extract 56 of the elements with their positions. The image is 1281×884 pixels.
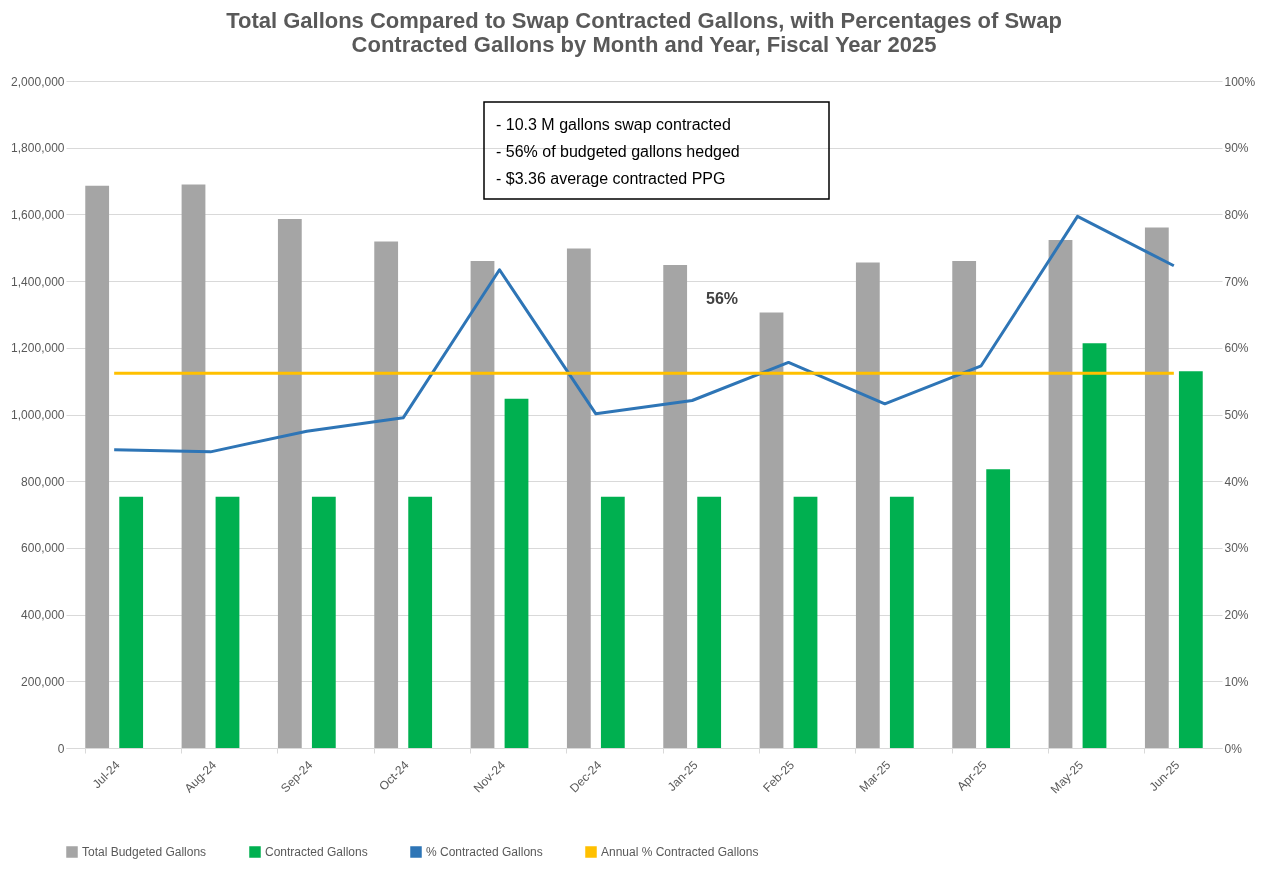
legend-label: Annual % Contracted Gallons (601, 845, 759, 859)
y2-tick-label: 20% (1224, 608, 1249, 623)
y2-tick-label: 70% (1224, 274, 1249, 289)
bar (1178, 371, 1203, 748)
bar (697, 496, 722, 748)
y2-tick-label: 60% (1224, 341, 1249, 356)
annotation: 56% (706, 290, 739, 307)
annotation: - $3.36 average contracted PPG (496, 170, 726, 187)
bar (1144, 227, 1169, 748)
legend-label: Contracted Gallons (265, 845, 368, 859)
bar (793, 496, 818, 748)
y-tick-label: 1,800,000 (11, 141, 65, 156)
y2-tick-label: 10% (1224, 674, 1249, 689)
chart-title: Total Gallons Compared to Swap Contracted Gallons, with Percentages of Swap Contracted Gallons by Month and Year, Fiscal Year 2025 (226, 8, 1062, 57)
bar (504, 398, 529, 748)
bar (277, 219, 302, 748)
bar (215, 496, 240, 748)
y-tick-label: 1,600,000 (11, 207, 65, 222)
bar (566, 248, 591, 748)
bar (181, 184, 206, 748)
y2-tick-label: 40% (1224, 474, 1249, 489)
y-tick-label: 1,400,000 (11, 274, 65, 289)
bar (855, 262, 880, 748)
bar (85, 185, 110, 748)
bar (986, 469, 1011, 748)
y-tick-label: 800,000 (21, 474, 65, 489)
bar (952, 261, 977, 748)
y-tick-label: 600,000 (21, 541, 65, 556)
bar (600, 496, 625, 748)
bar (408, 496, 433, 748)
y-tick-label: 200,000 (21, 674, 65, 689)
legend-label: % Contracted Gallons (426, 845, 543, 859)
bar (374, 241, 399, 748)
y2-tick-label: 0% (1224, 741, 1243, 756)
y2-tick-label: 50% (1224, 408, 1249, 422)
bar (1082, 343, 1107, 748)
bar (470, 261, 495, 748)
bar (663, 265, 688, 748)
bar (311, 496, 336, 748)
y-tick-label: 2,000,000 (11, 74, 65, 89)
bar (889, 496, 914, 748)
bar (119, 496, 144, 748)
y-tick-label: 400,000 (21, 608, 65, 623)
bar (1048, 240, 1073, 748)
y2-tick-label: 80% (1224, 207, 1249, 222)
y-tick-label: 0 (57, 741, 65, 756)
y-tick-label: 1,200,000 (11, 341, 65, 356)
bar (759, 312, 784, 748)
annotation: - 10.3 M gallons swap contracted (496, 116, 731, 133)
y2-tick-label: 100% (1224, 74, 1256, 89)
legend-label: Total Budgeted Gallons (82, 845, 207, 859)
line-series (112, 214, 1176, 454)
y2-tick-label: 90% (1224, 141, 1249, 156)
y-tick-label: 1,000,000 (11, 408, 65, 422)
annotation: - 56% of budgeted gallons hedged (496, 143, 740, 160)
y2-tick-label: 30% (1224, 541, 1249, 556)
